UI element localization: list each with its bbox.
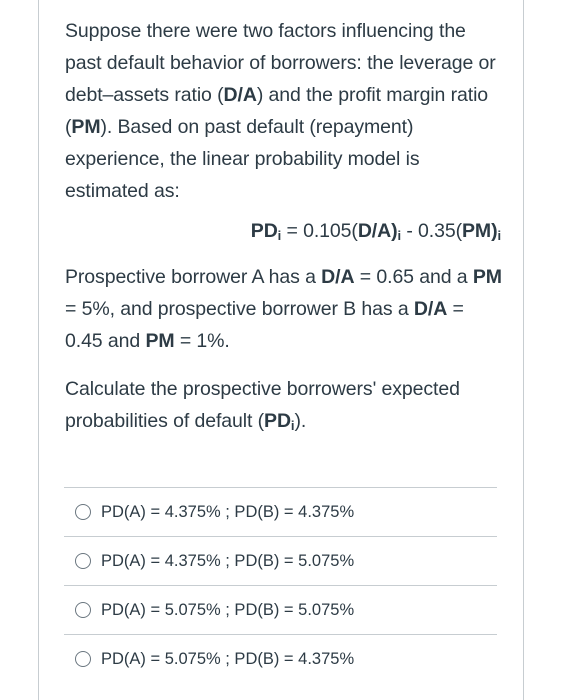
answer-option[interactable]: PD(A) = 4.375% ; PD(B) = 4.375% — [64, 487, 497, 536]
answer-label: PD(A) = 4.375% ; PD(B) = 5.075% — [101, 551, 355, 570]
prompt-text: ). — [294, 410, 307, 432]
da-term: D/A — [223, 84, 257, 106]
radio-button[interactable] — [75, 651, 91, 667]
answer-list: PD(A) = 4.375% ; PD(B) = 4.375% PD(A) = … — [64, 487, 497, 683]
data-text: = 0.45 and — [65, 298, 464, 352]
answer-option[interactable]: PD(A) = 5.075% ; PD(B) = 5.075% — [64, 585, 497, 634]
subscript-i: i — [497, 228, 501, 243]
pm-term: PM — [71, 116, 101, 138]
answer-option[interactable]: PD(A) = 4.375% ; PD(B) = 5.075% — [64, 536, 497, 585]
da-term: D/A — [357, 220, 392, 242]
pm-term: PM — [145, 330, 175, 352]
intro-text: ) and the profit margin ratio ( — [65, 84, 489, 138]
question-text: Suppose there were two factors influenci… — [65, 15, 505, 437]
equation-text: - 0.35( — [401, 220, 463, 242]
radio-button[interactable] — [75, 553, 91, 569]
da-term: D/A — [413, 298, 448, 320]
subscript-i: i — [290, 418, 295, 433]
data-text: = 5%, and prospective borrower B has a — [65, 298, 414, 320]
data-text: = 1%. — [174, 330, 230, 352]
question-intro: Suppose there were two factors influenci… — [65, 15, 505, 207]
radio-button[interactable] — [75, 504, 91, 520]
pm-term: PM — [472, 266, 502, 288]
equation-text: = 0.105( — [281, 220, 358, 242]
model-equation: PDi = 0.105(D/A)i - 0.35(PM)i — [65, 215, 505, 247]
answer-label: PD(A) = 5.075% ; PD(B) = 5.075% — [101, 600, 355, 619]
data-text: Prospective borrower A has a — [65, 266, 322, 288]
pm-term: PM — [462, 220, 492, 242]
prompt-text: Calculate the prospective borrowers' exp… — [65, 378, 460, 432]
data-text: = 0.65 and a — [354, 266, 473, 288]
pd-term: PD — [250, 220, 278, 242]
pd-term: PD — [264, 410, 291, 432]
radio-button[interactable] — [75, 602, 91, 618]
subscript-i: i — [397, 228, 402, 243]
question-prompt: Calculate the prospective borrowers' exp… — [65, 373, 505, 437]
da-term: D/A — [321, 266, 355, 288]
intro-text: Suppose there were two factors influenci… — [65, 20, 496, 106]
intro-text: ). Based on past default (repayment) exp… — [65, 116, 420, 202]
answer-option[interactable]: PD(A) = 5.075% ; PD(B) = 4.375% — [64, 634, 497, 683]
subscript-i: i — [277, 228, 282, 243]
borrower-data: Prospective borrower A has a D/A = 0.65 … — [65, 261, 505, 357]
question-card: Suppose there were two factors influenci… — [38, 0, 524, 700]
equation-paren: ) — [491, 220, 498, 242]
answer-label: PD(A) = 5.075% ; PD(B) = 4.375% — [101, 649, 355, 668]
equation-paren: ) — [391, 220, 398, 242]
answer-label: PD(A) = 4.375% ; PD(B) = 4.375% — [101, 502, 355, 521]
